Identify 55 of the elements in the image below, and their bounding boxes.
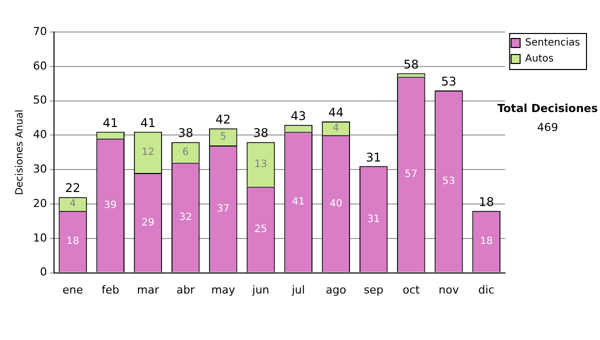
y-tick-label: 50 bbox=[32, 94, 47, 107]
data-label: 29 bbox=[142, 217, 154, 228]
data-label: 13 bbox=[254, 159, 268, 170]
data-label: 53 bbox=[442, 176, 456, 187]
total-label: 38 bbox=[253, 126, 268, 140]
data-label: 5 bbox=[220, 132, 226, 143]
data-label: 31 bbox=[367, 214, 380, 225]
data-label: 41 bbox=[292, 196, 305, 208]
legend-label: Sentencias bbox=[525, 38, 580, 49]
x-tick-label: abr bbox=[176, 283, 196, 296]
total-label: 18 bbox=[478, 195, 494, 210]
total-label: 53 bbox=[441, 74, 456, 89]
y-tick-label: 70 bbox=[32, 24, 47, 38]
total-label: 38 bbox=[178, 126, 194, 140]
text: 469 bbox=[537, 120, 558, 134]
data-label: 4 bbox=[70, 198, 76, 210]
total-label: 31 bbox=[366, 150, 382, 164]
data-label: 18 bbox=[480, 236, 493, 248]
data-label: 57 bbox=[404, 169, 418, 180]
y-tick-label: 0 bbox=[40, 266, 47, 279]
data-label: 32 bbox=[179, 212, 192, 224]
data-label: 6 bbox=[182, 146, 189, 158]
x-tick-label: jun bbox=[251, 283, 270, 296]
x-tick-label: sep bbox=[364, 283, 384, 296]
data-label: 37 bbox=[216, 204, 230, 215]
data-label: 12 bbox=[142, 146, 154, 158]
x-tick-label: feb bbox=[102, 283, 120, 296]
total-label: 41 bbox=[102, 116, 118, 130]
total-label: 44 bbox=[328, 106, 344, 120]
data-label: 4 bbox=[332, 122, 340, 134]
x-tick-label: ene bbox=[62, 283, 84, 296]
x-tick-label: dic bbox=[478, 283, 494, 296]
total-label: 42 bbox=[216, 112, 231, 126]
x-tick-label: nov bbox=[438, 283, 460, 296]
x-tick-label: ago bbox=[326, 283, 346, 296]
x-tick-label: may bbox=[211, 283, 236, 296]
data-label: 18 bbox=[66, 236, 80, 248]
data-label: 25 bbox=[254, 224, 268, 236]
total-label: 22 bbox=[65, 181, 80, 196]
y-tick-label: 60 bbox=[32, 59, 47, 72]
y-tick-label: 30 bbox=[32, 162, 47, 176]
annotation: Total Decisiones bbox=[497, 102, 598, 115]
total-label: 41 bbox=[140, 116, 156, 130]
x-tick-label: oct bbox=[402, 283, 420, 296]
total-label: 58 bbox=[404, 57, 419, 72]
legend-label: Autos bbox=[525, 54, 554, 65]
y-tick-label: 20 bbox=[32, 196, 47, 210]
data-label: 39 bbox=[104, 200, 117, 212]
data-label: 40 bbox=[330, 198, 342, 210]
y-tick-label: 40 bbox=[32, 128, 47, 142]
y-axis-title: Decisiones Anual bbox=[14, 110, 26, 196]
x-tick-label: mar bbox=[136, 283, 160, 296]
y-tick-label: 10 bbox=[32, 231, 47, 244]
x-tick-label: jul bbox=[290, 283, 305, 296]
total-label: 43 bbox=[290, 109, 306, 124]
